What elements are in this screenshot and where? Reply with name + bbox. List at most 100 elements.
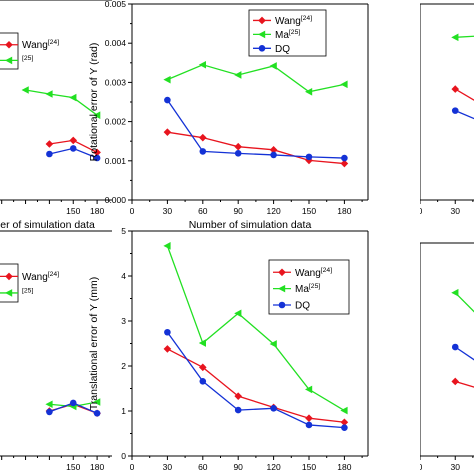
panel-bottom-right: 0 30 0 1 2 3 4 5 6 Translational error of Z (mm): [376, 242, 474, 472]
y-tick-label: 0: [409, 451, 414, 461]
data-point-series-2: [199, 148, 207, 155]
data-point-series-0: [305, 414, 313, 422]
data-point-series-2: [164, 328, 171, 336]
x-tick-label: 120: [267, 462, 281, 472]
data-point-series-1: [93, 111, 101, 119]
data-point-series-2: [93, 154, 101, 162]
data-point-series-2: [451, 107, 459, 114]
x-tick-label: 30: [163, 462, 173, 472]
legend-swatch-marker: [278, 301, 286, 309]
legend-label: Ma[25]: [275, 29, 300, 41]
data-point-series-2: [46, 408, 53, 416]
data-point-series-2: [69, 145, 77, 152]
y-tick-label: 5: [121, 226, 126, 236]
data-point-series-0: [199, 133, 207, 142]
legend-label: DQ: [295, 301, 310, 312]
data-point-series-1: [340, 406, 348, 415]
data-point-series-0: [234, 392, 242, 400]
y-tick-label: 0.000: [105, 195, 127, 205]
data-point-series-0: [163, 128, 172, 136]
legend-swatch-marker: [5, 289, 13, 297]
legend-label: Wang[24]: [22, 39, 59, 51]
data-point-series-0: [451, 85, 460, 93]
x-tick-label: 0: [130, 462, 135, 472]
series-line-0: [167, 131, 345, 165]
data-point-series-1: [269, 340, 277, 348]
legend-label: Wang[24]: [275, 15, 312, 27]
y-axis-title: Translational error of Y (mm): [88, 277, 100, 410]
data-point-series-2: [305, 421, 313, 429]
data-point-series-1: [305, 88, 313, 96]
data-point-series-1: [163, 75, 171, 84]
legend-swatch-marker: [258, 16, 266, 25]
y-tick-label: 0.001: [393, 156, 415, 166]
legend: Wang[24] [25]: [0, 263, 59, 303]
legend: Wang[24] Ma[25] DQ: [268, 259, 350, 315]
x-axis-title: Number of simulation data: [0, 219, 95, 231]
y-tick-label: 3: [409, 345, 414, 355]
y-tick-label: 0: [121, 451, 126, 461]
data-point-series-2: [234, 150, 242, 157]
legend-label: Wang[24]: [22, 271, 59, 283]
data-point-series-2: [270, 151, 277, 159]
data-point-series-2: [46, 150, 53, 158]
data-point-series-1: [305, 385, 313, 394]
legend-label: [25]: [22, 287, 33, 294]
y-tick-label: 2: [409, 380, 414, 390]
y-tick-label: 2: [121, 361, 126, 371]
data-point-series-1: [93, 398, 101, 406]
y-tick-label: 1: [409, 416, 414, 426]
x-tick-label: 150: [302, 462, 316, 472]
x-tick-label: 150: [66, 206, 80, 216]
series-line-1: [455, 35, 474, 38]
series-line-2: [166, 99, 345, 159]
y-tick-label: 0.005: [393, 0, 415, 9]
y-tick-label: 0.005: [105, 0, 127, 9]
y-tick-label: 4: [121, 271, 126, 281]
data-point-series-2: [93, 409, 101, 417]
data-point-series-0: [199, 363, 207, 372]
data-point-series-1: [45, 90, 53, 98]
data-point-series-2: [270, 405, 277, 412]
x-tick-label: 180: [90, 206, 104, 216]
legend-swatch-marker: [5, 56, 13, 65]
data-point-series-0: [340, 418, 349, 427]
series-line-2: [454, 110, 474, 120]
series-line-0: [455, 380, 474, 388]
legend-swatch-marker: [278, 268, 286, 277]
series-line-1: [25, 89, 98, 116]
legend-swatch-marker: [258, 45, 266, 52]
y-tick-label: 0.002: [105, 117, 127, 127]
x-tick-label: 30: [451, 206, 461, 216]
series-line-2: [454, 346, 474, 361]
series-line-1: [166, 245, 345, 412]
series-line-1: [454, 292, 474, 313]
legend-swatch-marker: [5, 40, 13, 49]
y-axis-title: Translational error of Z (mm): [376, 283, 388, 416]
legend: Wang[24] [25]: [0, 32, 59, 70]
panel-top-middle: 0 30 60 90 120 150 1800.0000.0010.0020.0030.00…: [88, 0, 369, 230]
data-point-series-2: [305, 153, 313, 161]
x-tick-label: 120: [267, 206, 281, 216]
data-point-series-2: [451, 343, 459, 351]
x-tick-label: 150: [302, 206, 316, 216]
y-axis-title: Rotational error of Z (rad): [376, 43, 388, 161]
legend-swatch-marker: [278, 284, 286, 293]
data-point-series-1: [340, 80, 348, 89]
data-point-series-0: [269, 146, 278, 154]
x-tick-label: 30: [451, 462, 461, 472]
data-point-series-0: [45, 140, 54, 148]
data-point-series-1: [198, 339, 206, 347]
x-tick-label: 180: [337, 206, 351, 216]
data-point-series-0: [163, 345, 172, 353]
x-tick-label: 90: [233, 462, 243, 472]
legend-label: Wang[24]: [295, 267, 332, 279]
data-point-series-0: [340, 159, 349, 168]
data-point-series-2: [341, 154, 348, 162]
y-tick-label: 1: [121, 406, 126, 416]
y-tick-label: 0.002: [393, 117, 415, 127]
data-point-series-2: [164, 96, 171, 104]
y-axis-title: Rotational error of Y (rad): [88, 43, 100, 162]
